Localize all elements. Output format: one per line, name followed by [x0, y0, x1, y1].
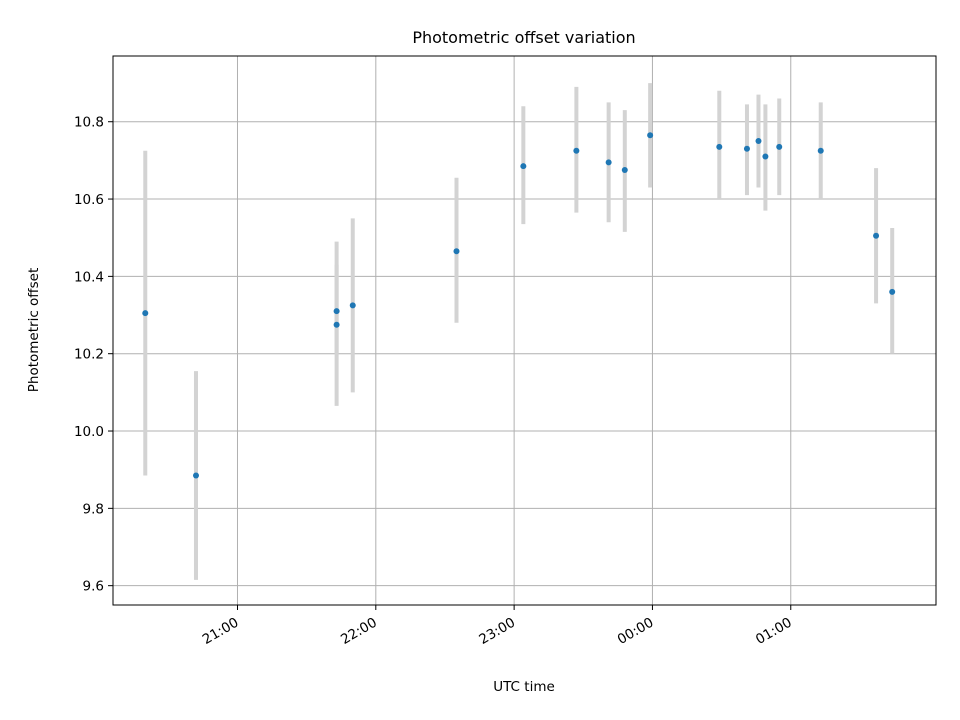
- data-point: [349, 302, 356, 309]
- y-tick-label: 10.0: [74, 424, 104, 440]
- x-tick-label: 21:00: [200, 615, 242, 648]
- data-point: [776, 143, 783, 150]
- data-point: [605, 159, 612, 166]
- data-point: [716, 143, 723, 150]
- data-point: [573, 147, 580, 154]
- x-tick-label: 01:00: [753, 615, 795, 648]
- data-point: [647, 132, 654, 139]
- data-point: [333, 321, 340, 328]
- grid: [113, 56, 936, 605]
- data-point: [192, 472, 199, 479]
- y-tick-label: 10.8: [74, 115, 104, 131]
- data-point: [743, 145, 750, 152]
- data-point: [762, 153, 769, 160]
- data-point: [520, 163, 527, 170]
- y-axis-ticks: 9.6 9.8 10.0 10.2 10.4 10.6 10.8: [74, 115, 113, 595]
- y-tick-label: 10.2: [74, 347, 104, 363]
- x-axis-label: UTC time: [493, 679, 555, 695]
- y-tick-label: 10.6: [74, 192, 104, 208]
- data-points: [142, 132, 896, 479]
- x-axis-ticks: 21:00 22:00 23:00 00:00 01:00: [200, 605, 795, 648]
- y-axis-label: Photometric offset: [26, 268, 42, 392]
- data-point: [889, 288, 896, 295]
- y-tick-label: 10.4: [74, 269, 104, 285]
- x-tick-label: 23:00: [476, 615, 518, 648]
- y-tick-label: 9.6: [83, 579, 104, 595]
- data-point: [621, 167, 628, 174]
- x-tick-label: 00:00: [615, 615, 657, 648]
- data-point: [873, 232, 880, 239]
- data-point: [142, 310, 149, 317]
- chart-title: Photometric offset variation: [412, 28, 635, 47]
- data-point: [453, 248, 460, 255]
- data-point: [333, 308, 340, 315]
- data-point: [817, 147, 824, 154]
- data-point: [755, 138, 762, 145]
- error-bars: [143, 83, 895, 580]
- plot-frame: [112, 55, 937, 606]
- x-tick-label: 22:00: [338, 615, 380, 648]
- y-tick-label: 9.8: [83, 501, 104, 517]
